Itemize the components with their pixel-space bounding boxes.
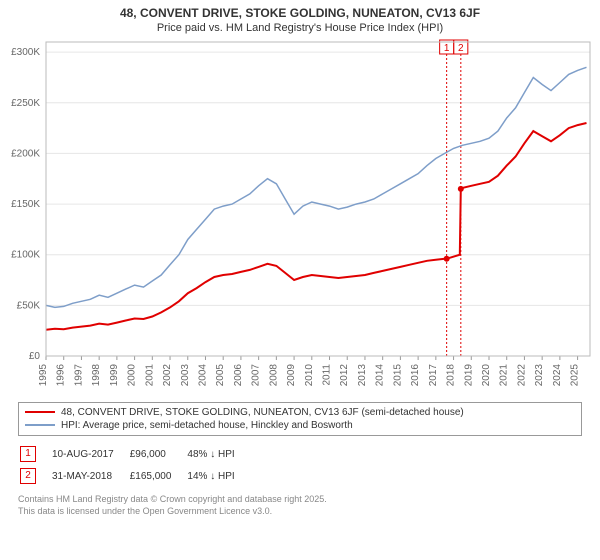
svg-text:1996: 1996 <box>56 364 67 387</box>
svg-text:2016: 2016 <box>410 364 421 387</box>
svg-text:2019: 2019 <box>463 364 474 387</box>
svg-text:2006: 2006 <box>233 364 244 387</box>
svg-text:2004: 2004 <box>197 364 208 387</box>
legend-label-hpi: HPI: Average price, semi-detached house,… <box>61 420 353 431</box>
event-price-2: £165,000 <box>130 466 186 486</box>
svg-text:2018: 2018 <box>446 364 457 387</box>
svg-text:£100K: £100K <box>11 250 40 261</box>
svg-text:2: 2 <box>458 43 464 54</box>
svg-text:2022: 2022 <box>516 364 527 387</box>
event-delta-2: 14% ↓ HPI <box>187 466 248 486</box>
footer: Contains HM Land Registry data © Crown c… <box>18 494 582 517</box>
event-date-1: 10-AUG-2017 <box>52 444 128 464</box>
event-date-2: 31-MAY-2018 <box>52 466 128 486</box>
svg-text:2002: 2002 <box>162 364 173 387</box>
svg-text:2025: 2025 <box>570 364 581 387</box>
svg-text:2013: 2013 <box>357 364 368 387</box>
event-badge-1: 1 <box>20 446 36 462</box>
chart-subtitle: Price paid vs. HM Land Registry's House … <box>0 20 600 38</box>
svg-text:2017: 2017 <box>428 364 439 387</box>
event-row-1: 1 10-AUG-2017 £96,000 48% ↓ HPI <box>20 444 249 464</box>
legend-swatch-property <box>25 411 55 413</box>
chart-title: 48, CONVENT DRIVE, STOKE GOLDING, NUNEAT… <box>0 0 600 20</box>
copyright-line: Contains HM Land Registry data © Crown c… <box>18 494 582 506</box>
svg-text:2014: 2014 <box>375 364 386 387</box>
svg-text:1999: 1999 <box>109 364 120 387</box>
event-row-2: 2 31-MAY-2018 £165,000 14% ↓ HPI <box>20 466 249 486</box>
events-table: 1 10-AUG-2017 £96,000 48% ↓ HPI 2 31-MAY… <box>18 442 251 488</box>
svg-text:£250K: £250K <box>11 98 40 109</box>
svg-text:£150K: £150K <box>11 199 40 210</box>
svg-text:1995: 1995 <box>38 364 49 387</box>
svg-text:2015: 2015 <box>392 364 403 387</box>
svg-text:2009: 2009 <box>286 364 297 387</box>
svg-text:£50K: £50K <box>17 300 41 311</box>
svg-text:2012: 2012 <box>339 364 350 387</box>
svg-text:1: 1 <box>444 43 450 54</box>
legend: 48, CONVENT DRIVE, STOKE GOLDING, NUNEAT… <box>18 402 582 436</box>
svg-text:2000: 2000 <box>127 364 138 387</box>
svg-text:1997: 1997 <box>73 364 84 387</box>
chart-plot: £0 £50K £100K £150K £200K £250K £300K 1995 1996 1… <box>0 38 600 398</box>
svg-text:2007: 2007 <box>251 364 262 387</box>
svg-text:2011: 2011 <box>322 364 333 386</box>
svg-text:£0: £0 <box>29 351 41 362</box>
svg-text:2023: 2023 <box>534 364 545 387</box>
svg-text:1998: 1998 <box>91 364 102 387</box>
legend-label-property: 48, CONVENT DRIVE, STOKE GOLDING, NUNEAT… <box>61 407 464 418</box>
svg-text:2020: 2020 <box>481 364 492 387</box>
svg-text:2005: 2005 <box>215 364 226 387</box>
licence-line: This data is licensed under the Open Gov… <box>18 506 582 518</box>
svg-text:2008: 2008 <box>268 364 279 387</box>
event-badge-2: 2 <box>20 468 36 484</box>
svg-text:2001: 2001 <box>144 364 155 387</box>
event-delta-1: 48% ↓ HPI <box>187 444 248 464</box>
svg-text:2003: 2003 <box>180 364 191 387</box>
svg-text:2010: 2010 <box>304 364 315 387</box>
svg-text:2021: 2021 <box>499 364 510 387</box>
svg-text:£200K: £200K <box>11 148 40 159</box>
svg-text:2024: 2024 <box>552 364 563 387</box>
legend-swatch-hpi <box>25 424 55 426</box>
event-price-1: £96,000 <box>130 444 186 464</box>
svg-text:£300K: £300K <box>11 47 40 58</box>
